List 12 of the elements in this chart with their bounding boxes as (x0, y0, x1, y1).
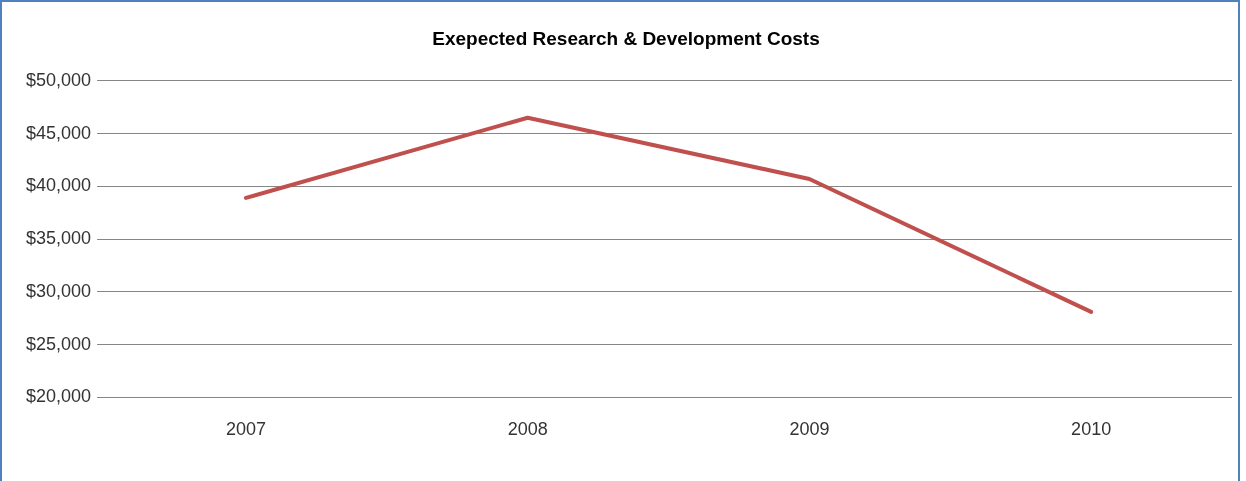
chart-title: Exepected Research & Development Costs (432, 27, 820, 49)
y-tick-label: $35,000 (25, 228, 92, 249)
x-tick-label: 2010 (1071, 419, 1112, 440)
y-tick-label: $40,000 (25, 175, 92, 196)
x-tick-label: 2009 (789, 419, 830, 440)
x-tick-label: 2008 (507, 419, 548, 440)
x-tick-label: 2007 (225, 419, 266, 440)
y-tick-label: $30,000 (25, 280, 92, 301)
y-tick-label: $45,000 (25, 122, 92, 143)
y-tick-label: $25,000 (25, 333, 92, 354)
y-tick-label: $50,000 (25, 69, 92, 90)
y-tick-label: $20,000 (25, 386, 92, 407)
